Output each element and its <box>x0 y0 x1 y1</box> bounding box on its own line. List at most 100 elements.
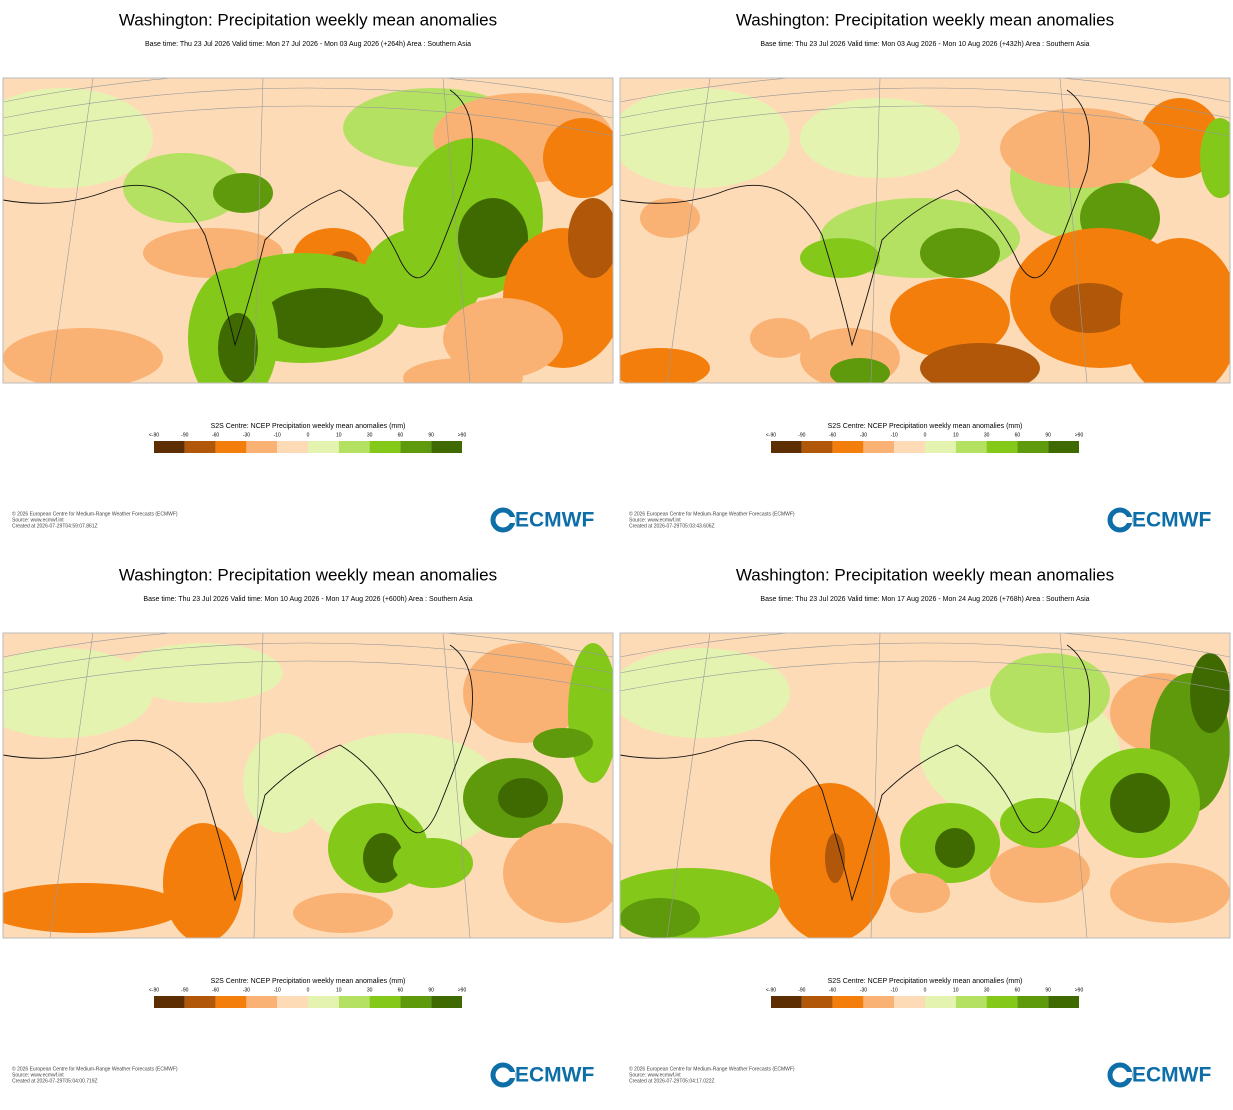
colorbar-bin <box>277 996 308 1008</box>
anomaly-area <box>935 828 975 868</box>
colorbar-bin <box>369 441 401 453</box>
panel-title: Washington: Precipitation weekly mean an… <box>119 10 497 29</box>
anomaly-area <box>1110 773 1170 833</box>
anomaly-area <box>393 838 473 888</box>
graticule <box>1059 78 1088 383</box>
anomaly-area <box>123 643 283 703</box>
colorbar-label: 0 <box>924 987 927 993</box>
anomaly-area <box>620 648 790 738</box>
created: Created at 2026-07-29T05:03:43.606Z <box>629 523 715 529</box>
graticule <box>253 78 264 383</box>
colorbar-label: -10 <box>891 987 898 993</box>
colorbar-label: >90 <box>1075 432 1084 438</box>
colorbar-label: 30 <box>367 432 373 438</box>
colorbar-label: -10 <box>274 987 281 993</box>
copyright: © 2026 European Centre for Medium-Range … <box>12 1065 178 1072</box>
anomaly-area <box>920 343 1040 383</box>
map <box>3 633 613 938</box>
colorbar-bin <box>1048 441 1079 453</box>
anomaly-area <box>363 833 403 883</box>
colorbar-bin <box>955 441 987 453</box>
colorbar-bin <box>431 996 462 1008</box>
colorbar-label: <-90 <box>766 432 776 438</box>
graticule <box>49 633 94 938</box>
coastline <box>3 644 473 902</box>
anomaly-area <box>620 88 790 188</box>
graticule <box>620 633 1230 658</box>
colorbar-bin <box>925 441 956 453</box>
colorbar-bin <box>308 441 339 453</box>
panel-title: Washington: Precipitation weekly mean an… <box>736 10 1114 29</box>
colorbar-label: 90 <box>428 987 434 993</box>
colorbar-label: -60 <box>829 987 836 993</box>
graticule <box>3 642 613 674</box>
logo: ECMWF <box>490 507 594 533</box>
colorbar-bin <box>986 996 1018 1008</box>
colorbar-label: -30 <box>243 987 250 993</box>
colorbar-label: 90 <box>428 432 434 438</box>
colorbar-bin <box>338 441 370 453</box>
anomaly-area <box>458 198 528 278</box>
colorbar-title: S2S Centre: NCEP Precipitation weekly me… <box>211 978 406 985</box>
anomaly-area <box>830 358 890 383</box>
colorbar-bin <box>246 996 278 1008</box>
colorbar-bin <box>832 996 864 1008</box>
colorbar-bin <box>1017 996 1049 1008</box>
graticule <box>1059 633 1088 938</box>
anomaly-area <box>750 318 810 358</box>
anomaly-area <box>920 228 1000 278</box>
colorbar-bin <box>369 996 401 1008</box>
colorbar-bin <box>894 441 925 453</box>
colorbar-label: >90 <box>458 432 467 438</box>
colorbar-label: <-90 <box>766 987 776 993</box>
anomaly-area <box>213 173 273 213</box>
colorbar-label: 10 <box>953 987 959 993</box>
graticule <box>49 78 94 383</box>
created: Created at 2026-07-29T05:04:17.022Z <box>629 1078 715 1084</box>
anomaly-area <box>3 883 183 933</box>
colorbar-label: -60 <box>212 432 219 438</box>
anomaly-area <box>990 843 1090 903</box>
graticule <box>666 78 711 383</box>
colorbar-label: >90 <box>458 987 467 993</box>
colorbar-bin <box>338 996 370 1008</box>
anomaly-area <box>800 98 960 178</box>
anomaly-area <box>403 358 523 383</box>
colorbar-bin <box>308 996 339 1008</box>
colorbar-title: S2S Centre: NCEP Precipitation weekly me… <box>828 978 1023 985</box>
anomaly-area <box>1000 798 1080 848</box>
graticule <box>442 633 471 938</box>
graticule <box>620 642 1230 674</box>
anomaly-area <box>443 298 563 378</box>
anomaly-area <box>503 823 613 923</box>
colorbar-label: -60 <box>829 432 836 438</box>
colorbar-bin <box>986 441 1018 453</box>
map <box>620 78 1230 383</box>
colorbar-bin <box>1017 441 1049 453</box>
colorbar-label: -30 <box>860 987 867 993</box>
anomaly-area <box>243 733 323 833</box>
graticule <box>620 78 1230 103</box>
colorbar-label: >90 <box>1075 987 1084 993</box>
colorbar-label: -30 <box>243 432 250 438</box>
colorbar-label: -90 <box>798 432 805 438</box>
colorbar-bin <box>1048 996 1079 1008</box>
coastline <box>3 89 473 347</box>
colorbar-title: S2S Centre: NCEP Precipitation weekly me… <box>828 423 1023 430</box>
anomaly-area <box>890 873 950 913</box>
colorbar-bin <box>184 996 216 1008</box>
colorbar-label: 30 <box>984 987 990 993</box>
copyright: © 2026 European Centre for Medium-Range … <box>629 1065 795 1072</box>
map <box>620 633 1230 938</box>
anomaly-area <box>620 348 710 383</box>
source: Source: www.ecmwf.int <box>12 517 64 523</box>
colorbar-label: 10 <box>336 432 342 438</box>
anomaly-area <box>568 643 613 783</box>
graticule <box>3 633 613 658</box>
map-panel: Washington: Precipitation weekly mean an… <box>619 565 1231 1088</box>
map-frame <box>2 77 614 384</box>
graticule <box>253 633 264 938</box>
colorbar-label: 10 <box>953 432 959 438</box>
colorbar-bin <box>184 441 216 453</box>
anomaly-area <box>293 893 393 933</box>
